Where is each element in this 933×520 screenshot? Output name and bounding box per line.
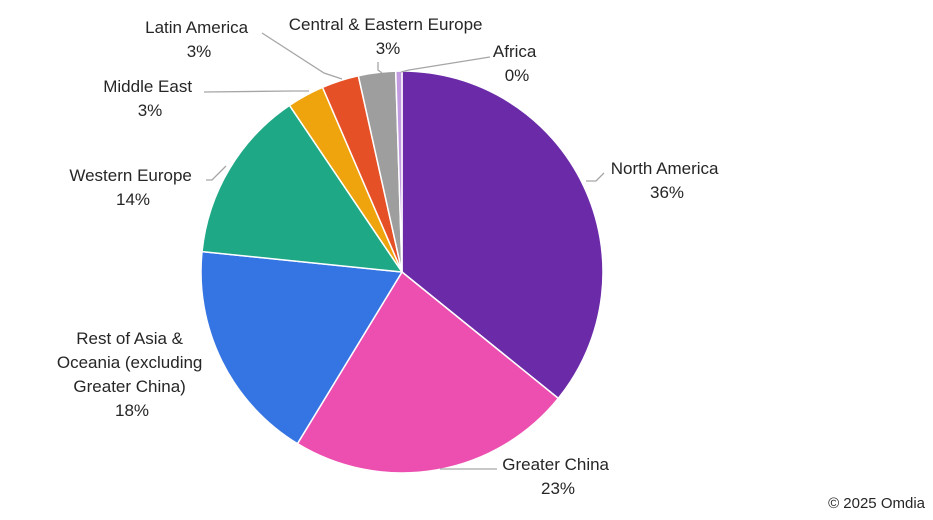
label-north-america: North America 36%	[611, 159, 723, 202]
label-latin-america: Latin America 3%	[145, 18, 253, 61]
leader-line-north-america	[586, 172, 605, 182]
pie-slice-africa	[394, 70, 403, 273]
label-central-eastern-europe: Central & Eastern Europe 3%	[289, 15, 487, 58]
leader-line-middle-east	[203, 90, 309, 93]
leader-line-western-europe	[206, 165, 227, 181]
leader-line-latin-america	[261, 32, 343, 80]
leader-lines	[203, 32, 605, 470]
slice-labels: North America 36% Greater China 23% Rest…	[57, 15, 723, 498]
label-rest-of-asia-oceania: Rest of Asia & Oceania (excluding Greate…	[57, 329, 207, 420]
pie-slice-greater-china	[296, 270, 560, 474]
pie-slices	[200, 70, 604, 474]
label-middle-east: Middle East 3%	[103, 77, 197, 120]
leader-line-central-eastern-europe	[377, 62, 383, 74]
label-western-europe: Western Europe 14%	[69, 166, 196, 209]
pie-slice-rest-of-asia-oceania-excluding-greater-china	[200, 250, 404, 445]
leader-line-africa	[400, 56, 491, 73]
pie-slice-western-europe	[201, 104, 404, 273]
label-africa: Africa 0%	[493, 42, 541, 85]
label-greater-china: Greater China 23%	[502, 455, 614, 498]
pie-slice-north-america	[401, 70, 604, 400]
copyright-credit: © 2025 Omdia	[828, 495, 925, 512]
